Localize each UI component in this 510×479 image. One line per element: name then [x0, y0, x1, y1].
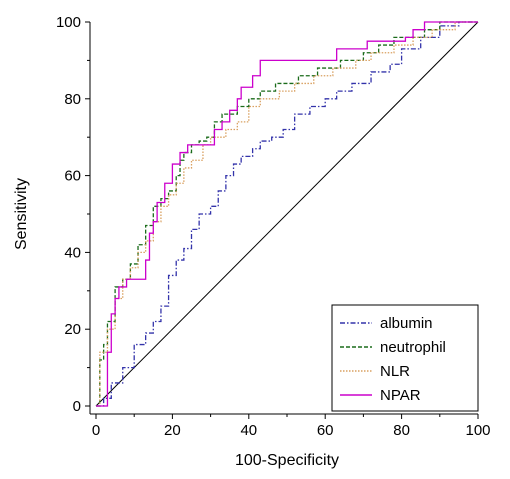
- x-tick-label: 20: [164, 422, 181, 439]
- plot-area: [95, 21, 479, 407]
- y-tick-label: 80: [64, 91, 81, 108]
- x-tick-label: 100: [465, 422, 490, 439]
- x-tick-label: 60: [317, 422, 334, 439]
- legend: albumin neutrophil NLR NPAR: [331, 304, 479, 412]
- axes: 0 20 40 60 80 100 0 20 40 60 80 100: [56, 14, 491, 439]
- y-tick-label: 100: [56, 14, 81, 31]
- legend-label-neutrophil: neutrophil: [380, 339, 446, 356]
- reference-diagonal-line: [95, 21, 479, 407]
- x-axis-title: 100-Specificity: [235, 452, 339, 469]
- x-tick-label: 40: [240, 422, 257, 439]
- series-line-npar: [96, 21, 478, 407]
- y-tick-label: 0: [73, 398, 81, 415]
- x-tick-label: 0: [92, 422, 100, 439]
- y-tick-label: 20: [64, 321, 81, 338]
- series-line-albumin: [96, 21, 478, 407]
- legend-label-albumin: albumin: [380, 315, 433, 332]
- legend-label-nlr: NLR: [380, 363, 410, 380]
- series-line-nlr: [96, 21, 478, 407]
- legend-label-npar: NPAR: [380, 387, 421, 404]
- x-tick-label: 80: [393, 422, 410, 439]
- y-tick-label: 40: [64, 244, 81, 261]
- y-axis-title: Sensitivity: [13, 178, 30, 250]
- legend-box: [331, 304, 479, 412]
- y-tick-label: 60: [64, 168, 81, 185]
